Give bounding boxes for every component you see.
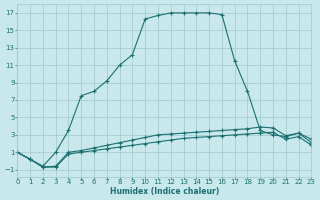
X-axis label: Humidex (Indice chaleur): Humidex (Indice chaleur) [110,187,219,196]
